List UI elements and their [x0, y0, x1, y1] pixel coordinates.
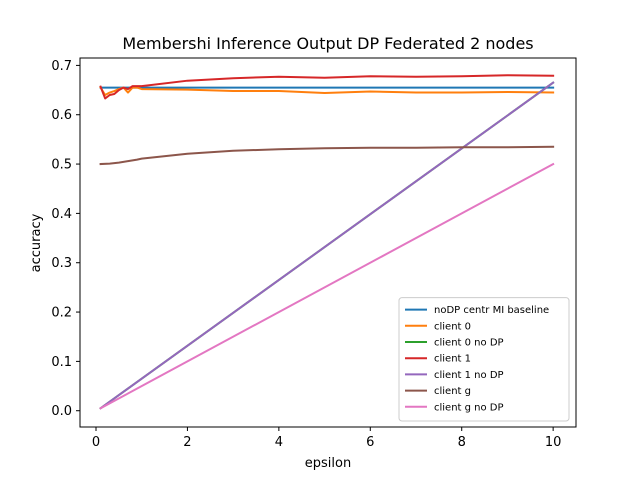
x-tick-label: 6 [366, 435, 374, 450]
y-tick-label: 0.7 [51, 59, 72, 74]
x-tick-label: 4 [275, 435, 283, 450]
y-axis-label: accuracy [29, 213, 44, 272]
y-tick-label: 0.4 [51, 207, 72, 222]
legend-label-6: client g no DP [434, 402, 504, 413]
plot-frame [79, 57, 577, 428]
legend-label-0: noDP centr MI baseline [434, 305, 549, 316]
legend-label-4: client 1 no DP [434, 370, 504, 381]
x-tick-label: 8 [458, 435, 466, 450]
x-tick-label: 10 [545, 435, 562, 450]
legend-box [398, 297, 570, 422]
y-tick-label: 0.3 [51, 256, 72, 271]
series-line-3 [99, 74, 555, 100]
legend-label-2: client 0 no DP [434, 338, 504, 349]
x-tick-label: 2 [183, 435, 191, 450]
y-axis: 0.0 0.1 0.2 0.3 0.4 0.5 0.6 0.7 [51, 59, 80, 419]
legend: noDP centr MI baseline client 0 client 0 n… [398, 297, 570, 422]
series-line-5 [99, 145, 555, 166]
legend-label-1: client 0 [434, 321, 471, 332]
series-layer [99, 74, 555, 410]
y-tick-label: 0.6 [51, 108, 72, 123]
y-tick-label: 0.2 [51, 306, 72, 321]
series-line-6 [99, 162, 555, 410]
legend-label-3: client 1 [434, 354, 471, 365]
series-line-1 [99, 86, 555, 96]
y-tick-label: 0.5 [51, 158, 72, 173]
x-tick-label: 0 [92, 435, 100, 450]
legend-label-5: client g [434, 386, 471, 397]
x-axis: 0 2 4 6 8 10 [92, 427, 562, 450]
y-tick-label: 0.1 [51, 355, 72, 370]
x-axis-label: epsilon [305, 456, 351, 471]
series-line-4 [99, 81, 555, 410]
y-tick-label: 0.0 [51, 404, 72, 419]
chart-title: Membershi Inference Output DP Federated … [122, 34, 533, 53]
